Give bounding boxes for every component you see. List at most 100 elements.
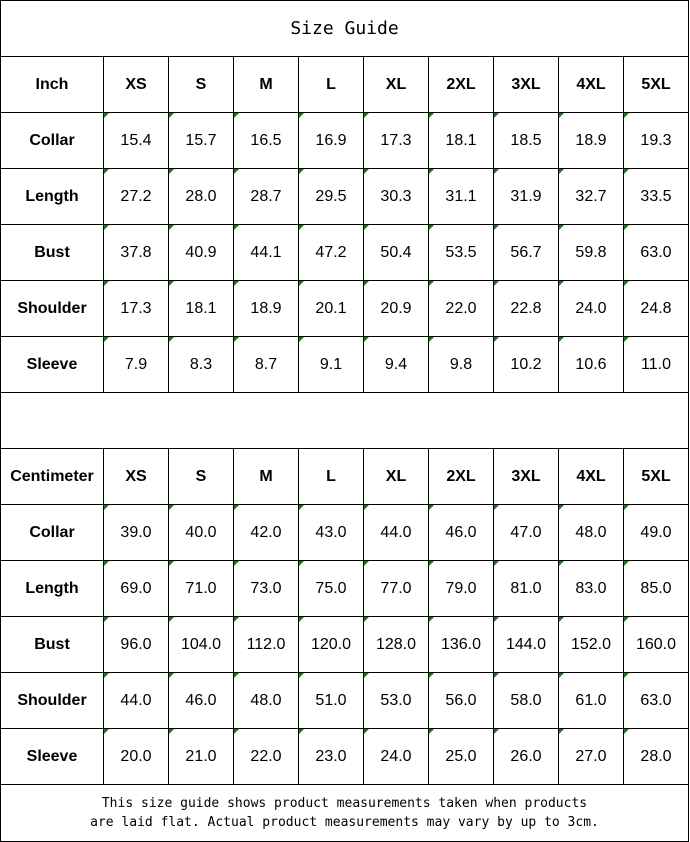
measurement-cell[interactable]: 27.0 bbox=[559, 729, 624, 785]
measurement-cell[interactable]: 160.0 bbox=[624, 617, 689, 673]
measurement-cell[interactable]: 58.0 bbox=[494, 673, 559, 729]
size-header[interactable]: XL bbox=[364, 57, 429, 113]
measurement-cell[interactable]: 59.8 bbox=[559, 225, 624, 281]
measurement-cell[interactable]: 24.0 bbox=[364, 729, 429, 785]
measurement-cell[interactable]: 9.4 bbox=[364, 337, 429, 393]
size-header[interactable]: M bbox=[234, 449, 299, 505]
measurement-cell[interactable]: 18.1 bbox=[169, 281, 234, 337]
row-label[interactable]: Collar bbox=[1, 113, 104, 169]
measurement-cell[interactable]: 81.0 bbox=[494, 561, 559, 617]
measurement-cell[interactable]: 31.9 bbox=[494, 169, 559, 225]
measurement-cell[interactable]: 83.0 bbox=[559, 561, 624, 617]
measurement-cell[interactable]: 22.0 bbox=[429, 281, 494, 337]
measurement-cell[interactable]: 16.9 bbox=[299, 113, 364, 169]
measurement-cell[interactable]: 112.0 bbox=[234, 617, 299, 673]
measurement-cell[interactable]: 104.0 bbox=[169, 617, 234, 673]
measurement-cell[interactable]: 31.1 bbox=[429, 169, 494, 225]
measurement-cell[interactable]: 46.0 bbox=[169, 673, 234, 729]
measurement-cell[interactable]: 15.7 bbox=[169, 113, 234, 169]
measurement-cell[interactable]: 77.0 bbox=[364, 561, 429, 617]
unit-header[interactable]: Centimeter bbox=[1, 449, 104, 505]
measurement-cell[interactable]: 11.0 bbox=[624, 337, 689, 393]
size-header[interactable]: M bbox=[234, 57, 299, 113]
size-header[interactable]: XS bbox=[104, 57, 169, 113]
measurement-cell[interactable]: 20.9 bbox=[364, 281, 429, 337]
measurement-cell[interactable]: 8.7 bbox=[234, 337, 299, 393]
measurement-cell[interactable]: 9.1 bbox=[299, 337, 364, 393]
row-label[interactable]: Length bbox=[1, 561, 104, 617]
size-header[interactable]: XS bbox=[104, 449, 169, 505]
measurement-cell[interactable]: 71.0 bbox=[169, 561, 234, 617]
measurement-cell[interactable]: 7.9 bbox=[104, 337, 169, 393]
measurement-cell[interactable]: 79.0 bbox=[429, 561, 494, 617]
measurement-cell[interactable]: 69.0 bbox=[104, 561, 169, 617]
measurement-cell[interactable]: 20.0 bbox=[104, 729, 169, 785]
unit-header[interactable]: Inch bbox=[1, 57, 104, 113]
size-header[interactable]: S bbox=[169, 449, 234, 505]
measurement-cell[interactable]: 49.0 bbox=[624, 505, 689, 561]
measurement-cell[interactable]: 37.8 bbox=[104, 225, 169, 281]
row-label[interactable]: Shoulder bbox=[1, 673, 104, 729]
row-label[interactable]: Bust bbox=[1, 225, 104, 281]
measurement-cell[interactable]: 18.1 bbox=[429, 113, 494, 169]
measurement-cell[interactable]: 19.3 bbox=[624, 113, 689, 169]
measurement-cell[interactable]: 30.3 bbox=[364, 169, 429, 225]
measurement-cell[interactable]: 46.0 bbox=[429, 505, 494, 561]
measurement-cell[interactable]: 28.7 bbox=[234, 169, 299, 225]
measurement-cell[interactable]: 63.0 bbox=[624, 225, 689, 281]
measurement-cell[interactable]: 22.8 bbox=[494, 281, 559, 337]
measurement-cell[interactable]: 42.0 bbox=[234, 505, 299, 561]
measurement-cell[interactable]: 53.0 bbox=[364, 673, 429, 729]
size-header[interactable]: 4XL bbox=[559, 57, 624, 113]
measurement-cell[interactable]: 28.0 bbox=[169, 169, 234, 225]
measurement-cell[interactable]: 47.2 bbox=[299, 225, 364, 281]
row-label[interactable]: Shoulder bbox=[1, 281, 104, 337]
measurement-cell[interactable]: 32.7 bbox=[559, 169, 624, 225]
measurement-cell[interactable]: 73.0 bbox=[234, 561, 299, 617]
measurement-cell[interactable]: 48.0 bbox=[559, 505, 624, 561]
measurement-cell[interactable]: 56.7 bbox=[494, 225, 559, 281]
measurement-cell[interactable]: 29.5 bbox=[299, 169, 364, 225]
measurement-cell[interactable]: 44.0 bbox=[104, 673, 169, 729]
measurement-cell[interactable]: 51.0 bbox=[299, 673, 364, 729]
measurement-cell[interactable]: 24.0 bbox=[559, 281, 624, 337]
measurement-cell[interactable]: 9.8 bbox=[429, 337, 494, 393]
measurement-cell[interactable]: 56.0 bbox=[429, 673, 494, 729]
measurement-cell[interactable]: 61.0 bbox=[559, 673, 624, 729]
measurement-cell[interactable]: 24.8 bbox=[624, 281, 689, 337]
measurement-cell[interactable]: 44.1 bbox=[234, 225, 299, 281]
measurement-cell[interactable]: 136.0 bbox=[429, 617, 494, 673]
size-header[interactable]: 2XL bbox=[429, 57, 494, 113]
measurement-cell[interactable]: 16.5 bbox=[234, 113, 299, 169]
row-label[interactable]: Sleeve bbox=[1, 337, 104, 393]
measurement-cell[interactable]: 10.2 bbox=[494, 337, 559, 393]
measurement-cell[interactable]: 144.0 bbox=[494, 617, 559, 673]
size-header[interactable]: 2XL bbox=[429, 449, 494, 505]
size-header[interactable]: S bbox=[169, 57, 234, 113]
measurement-cell[interactable]: 15.4 bbox=[104, 113, 169, 169]
measurement-cell[interactable]: 8.3 bbox=[169, 337, 234, 393]
measurement-cell[interactable]: 17.3 bbox=[104, 281, 169, 337]
measurement-cell[interactable]: 18.5 bbox=[494, 113, 559, 169]
row-label[interactable]: Collar bbox=[1, 505, 104, 561]
measurement-cell[interactable]: 25.0 bbox=[429, 729, 494, 785]
measurement-cell[interactable]: 120.0 bbox=[299, 617, 364, 673]
measurement-cell[interactable]: 53.5 bbox=[429, 225, 494, 281]
measurement-cell[interactable]: 17.3 bbox=[364, 113, 429, 169]
size-header[interactable]: 5XL bbox=[624, 57, 689, 113]
measurement-cell[interactable]: 40.0 bbox=[169, 505, 234, 561]
measurement-cell[interactable]: 96.0 bbox=[104, 617, 169, 673]
measurement-cell[interactable]: 75.0 bbox=[299, 561, 364, 617]
measurement-cell[interactable]: 128.0 bbox=[364, 617, 429, 673]
measurement-cell[interactable]: 85.0 bbox=[624, 561, 689, 617]
measurement-cell[interactable]: 21.0 bbox=[169, 729, 234, 785]
row-label[interactable]: Bust bbox=[1, 617, 104, 673]
measurement-cell[interactable]: 40.9 bbox=[169, 225, 234, 281]
measurement-cell[interactable]: 22.0 bbox=[234, 729, 299, 785]
size-header[interactable]: L bbox=[299, 57, 364, 113]
measurement-cell[interactable]: 10.6 bbox=[559, 337, 624, 393]
measurement-cell[interactable]: 27.2 bbox=[104, 169, 169, 225]
size-header[interactable]: 3XL bbox=[494, 449, 559, 505]
measurement-cell[interactable]: 50.4 bbox=[364, 225, 429, 281]
measurement-cell[interactable]: 43.0 bbox=[299, 505, 364, 561]
